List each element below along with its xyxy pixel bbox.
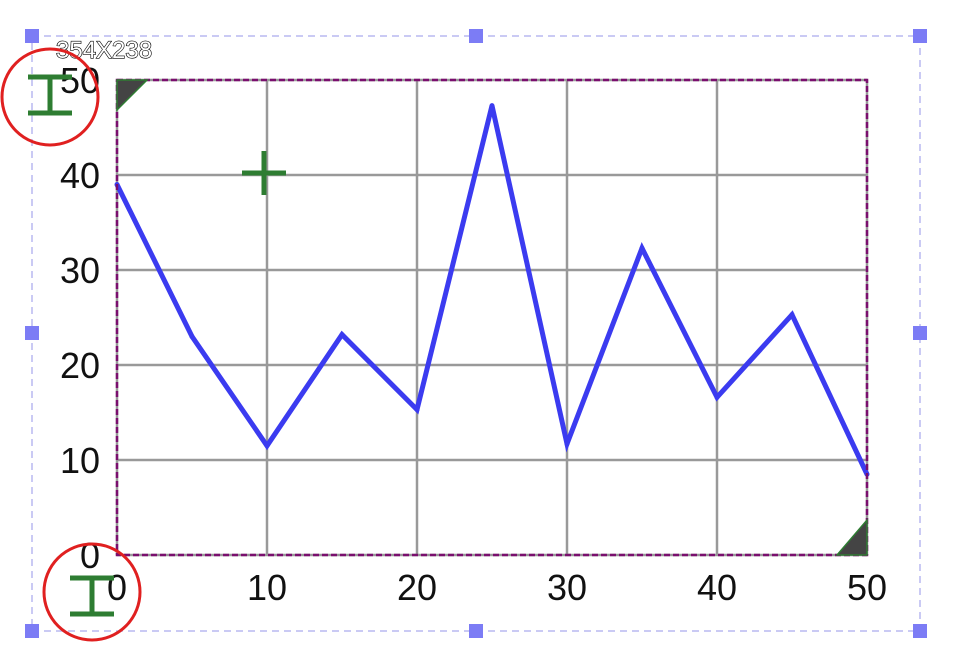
resize-handle-top-center[interactable] bbox=[469, 29, 483, 43]
text-cursor-top[interactable] bbox=[0, 47, 100, 147]
y-tick-label: 20 bbox=[60, 345, 100, 386]
data-point bbox=[639, 245, 645, 251]
corner-marker-bottom-right[interactable] bbox=[835, 517, 868, 556]
resize-handle-middle-right[interactable] bbox=[913, 326, 927, 340]
data-point bbox=[189, 334, 195, 339]
corner-marker-top-left[interactable] bbox=[116, 79, 149, 112]
data-point bbox=[789, 312, 795, 318]
y-tick-label: 50 bbox=[60, 60, 100, 101]
x-tick-label: 40 bbox=[697, 567, 737, 608]
text-cursor-icon bbox=[28, 74, 72, 116]
data-point bbox=[564, 441, 570, 447]
grid bbox=[115, 78, 869, 557]
x-tick-label: 10 bbox=[247, 567, 287, 608]
resize-handle-middle-left[interactable] bbox=[25, 326, 39, 340]
selection-box[interactable] bbox=[31, 35, 921, 632]
highlight-circle bbox=[0, 47, 100, 147]
size-label: 354X238 bbox=[56, 37, 152, 64]
text-cursor-icon bbox=[70, 575, 114, 617]
resize-handle-bottom-right[interactable] bbox=[913, 624, 927, 638]
data-point bbox=[714, 394, 720, 400]
y-tick-label: 0 bbox=[80, 535, 100, 576]
x-tick-label: 30 bbox=[547, 567, 587, 608]
resize-handle-top-right[interactable] bbox=[913, 29, 927, 43]
resize-handle-bottom-left[interactable] bbox=[25, 624, 39, 638]
resize-handle-top-left[interactable] bbox=[25, 29, 39, 43]
y-tick-label: 40 bbox=[60, 155, 100, 196]
data-point bbox=[414, 407, 420, 413]
text-cursor-bottom[interactable] bbox=[42, 542, 142, 642]
x-tick-label: 0 bbox=[107, 567, 127, 608]
plot-area-frame[interactable] bbox=[115, 78, 869, 557]
resize-handle-bottom-center[interactable] bbox=[469, 624, 483, 638]
series-line bbox=[114, 105, 870, 476]
x-tick-label: 20 bbox=[397, 567, 437, 608]
x-tick-label: 50 bbox=[847, 567, 887, 608]
data-point bbox=[264, 443, 270, 449]
tick-labels: 0 10 20 30 40 50 0 10 20 30 40 50 bbox=[60, 60, 887, 608]
highlight-circle bbox=[42, 542, 142, 642]
data-point bbox=[489, 103, 495, 109]
data-point bbox=[339, 332, 345, 338]
y-tick-label: 10 bbox=[60, 440, 100, 481]
resize-handles[interactable] bbox=[25, 29, 927, 638]
y-tick-label: 30 bbox=[60, 250, 100, 291]
series-layer bbox=[114, 103, 870, 477]
crosshair-icon bbox=[242, 151, 286, 195]
